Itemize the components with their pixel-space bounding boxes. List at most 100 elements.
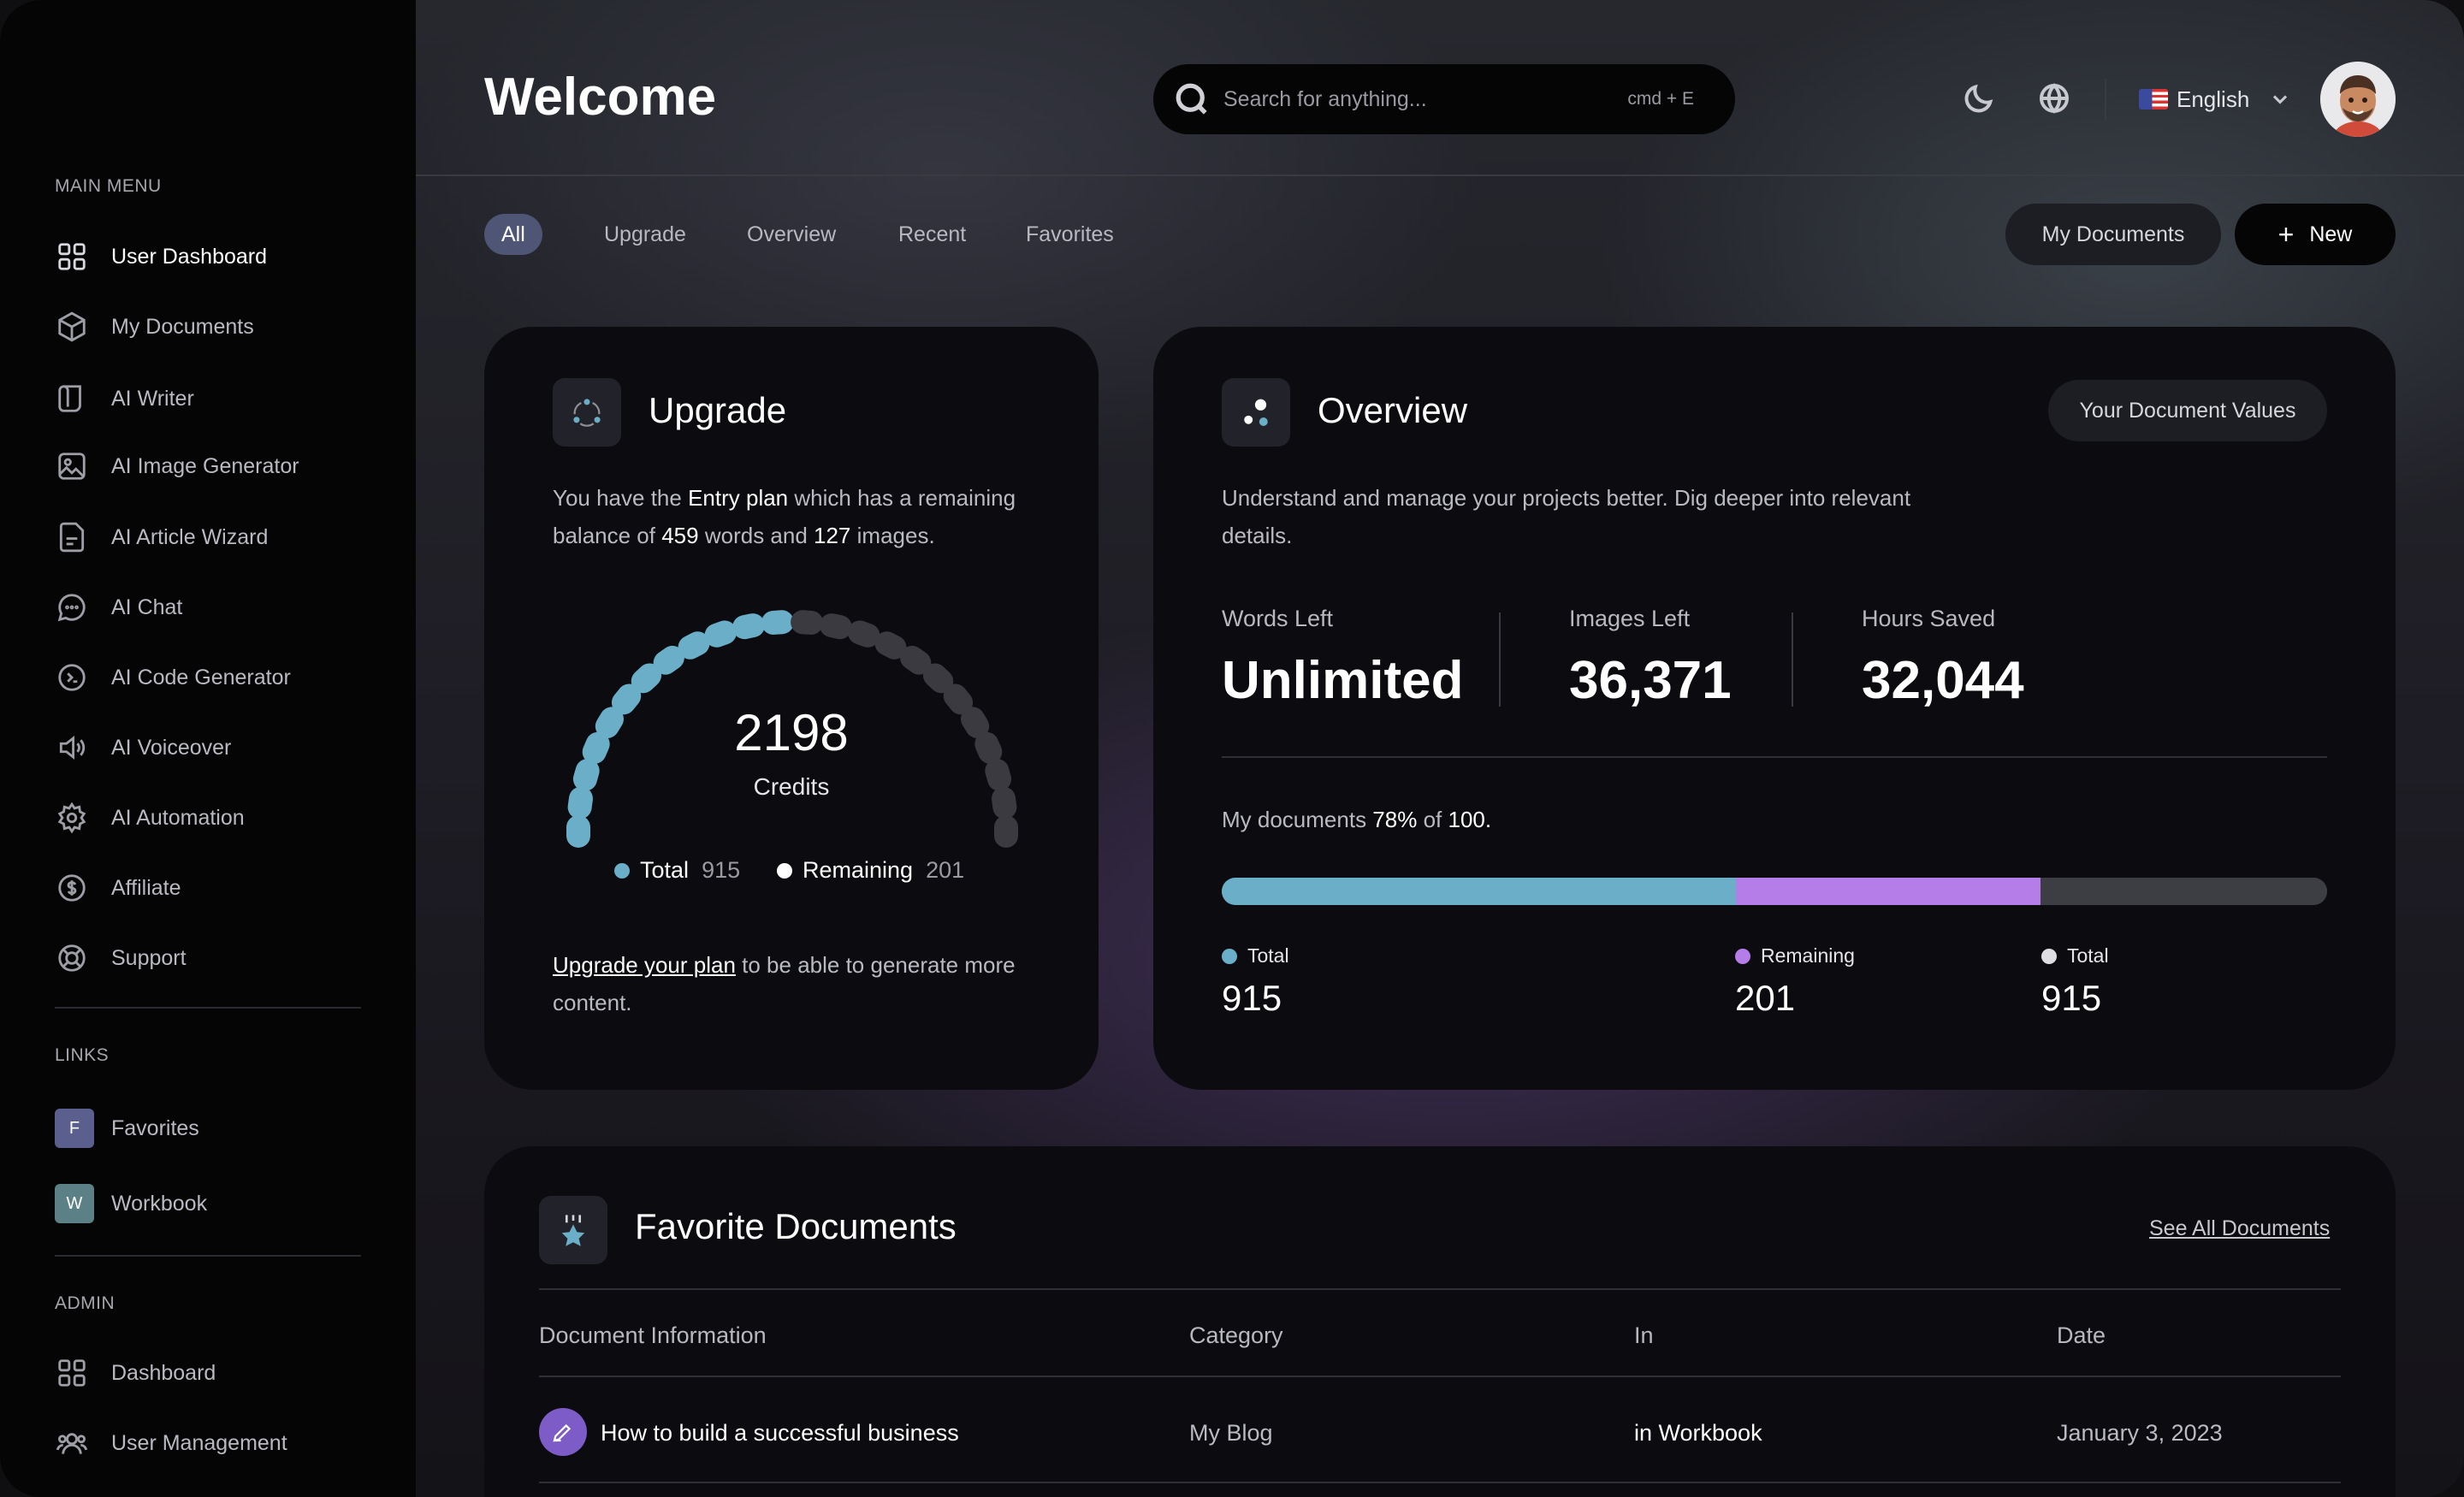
sidebar-item-label: Favorites: [111, 1115, 199, 1140]
column-header-category[interactable]: Category: [1189, 1322, 1283, 1348]
search-input[interactable]: [1223, 86, 1628, 112]
sidebar-item-affiliate[interactable]: Affiliate: [55, 867, 181, 908]
favorite-documents-card: Favorite Documents See All Documents: [484, 1146, 2396, 1497]
new-label: New: [2309, 222, 2353, 246]
award-icon: [561, 1215, 585, 1246]
stat-value-words-left: Unlimited: [1222, 651, 1464, 710]
documents-usage-text: My documents 78% of 100.: [1222, 807, 1492, 832]
row-document-name[interactable]: How to build a successful business: [601, 1420, 959, 1446]
sidebar-link-workbook[interactable]: W Workbook: [55, 1183, 207, 1224]
admin-title: ADMIN: [55, 1293, 116, 1313]
my-documents-label: My Documents: [2041, 222, 2185, 246]
row-in: in Workbook: [1634, 1420, 1762, 1446]
language-selector[interactable]: English: [2139, 80, 2292, 118]
credits-value: 2198: [734, 704, 849, 761]
search-bar[interactable]: cmd + E: [1153, 64, 1735, 134]
overview-divider: [1222, 756, 2327, 758]
stat-value-images-left: 36,371: [1569, 651, 1732, 710]
words-count: 459: [661, 523, 699, 548]
tab-overview[interactable]: Overview: [747, 222, 837, 246]
dots-icon: [1244, 399, 1268, 426]
speaker-icon: [55, 731, 89, 765]
gauge-segment-empty: [820, 613, 852, 640]
writer-icon: [55, 382, 89, 416]
legend-dot: [2041, 948, 2057, 964]
table-header-divider: [539, 1376, 2341, 1377]
users-icon: [55, 1426, 89, 1460]
image-icon: [55, 449, 89, 483]
sidebar-item-ai-chat[interactable]: AI Chat: [55, 587, 182, 628]
column-header-document[interactable]: Document Information: [539, 1322, 767, 1348]
upgrade-title: Upgrade: [649, 390, 787, 430]
see-all-documents-link[interactable]: See All Documents: [2149, 1216, 2331, 1240]
sidebar-item-user-dashboard[interactable]: User Dashboard: [55, 236, 267, 277]
favorites-card-icon-box: [539, 1196, 607, 1264]
grid-icon: [55, 1356, 89, 1390]
sidebar-item-support[interactable]: Support: [55, 938, 187, 979]
tab-recent[interactable]: Recent: [898, 222, 967, 246]
sidebar-item-ai-writer[interactable]: AI Writer: [55, 378, 194, 419]
code-icon: [55, 660, 89, 695]
gear-icon: [55, 801, 89, 835]
sidebar-item-label: Dashboard: [111, 1360, 216, 1385]
table-row-divider: [539, 1482, 2341, 1483]
sidebar-item-ai-code-generator[interactable]: AI Code Generator: [55, 657, 291, 698]
stat-divider: [1792, 612, 1793, 707]
sidebar-item-label: User Dashboard: [111, 244, 268, 269]
globe-button[interactable]: [2035, 79, 2074, 118]
stat-label-hours-saved: Hours Saved: [1862, 606, 1996, 631]
my-documents-button[interactable]: My Documents: [2005, 204, 2221, 265]
sidebar-item-user-management[interactable]: User Management: [55, 1423, 287, 1464]
upgrade-footer: Upgrade your plan to be able to generate…: [553, 952, 1016, 1015]
sidebar-link-favorites[interactable]: F Favorites: [55, 1108, 199, 1149]
nodes-icon: [573, 399, 601, 427]
header-separator: [2105, 79, 2106, 120]
main-menu-title: MAIN MENU: [55, 176, 162, 196]
sidebar: MAIN MENU User Dashboard My Documents AI…: [0, 0, 416, 1497]
document-values-button[interactable]: Your Document Values: [2048, 380, 2327, 441]
column-header-date[interactable]: Date: [2057, 1322, 2106, 1348]
upgrade-description: You have the Entry plan which has a rema…: [553, 485, 1016, 548]
sidebar-item-admin-dashboard[interactable]: Dashboard: [55, 1352, 216, 1393]
legend-dot: [614, 862, 630, 879]
gauge-segment-empty: [992, 786, 1017, 820]
new-button[interactable]: + New: [2235, 204, 2396, 265]
gauge-segment-empty: [791, 610, 824, 635]
dollar-icon: [55, 871, 89, 905]
usage-bar-segment-2: [2040, 878, 2327, 905]
overview-card: Overview Your Document Values Understand…: [1153, 327, 2396, 1090]
upgrade-card: Upgrade You have the Entry plan which ha…: [484, 327, 1099, 1090]
cube-icon: [55, 310, 89, 344]
us-flag-icon: [2139, 89, 2168, 109]
favorites-title: Favorite Documents: [635, 1206, 957, 1246]
chevron-down-icon: [2273, 95, 2288, 104]
tab-favorites[interactable]: Favorites: [1026, 222, 1114, 246]
legend-dot: [777, 862, 792, 879]
sidebar-item-my-documents[interactable]: My Documents: [55, 306, 254, 347]
gauge-segment-filled: [567, 786, 593, 820]
usage-bar-segment-1: [1735, 878, 2041, 905]
column-header-in[interactable]: In: [1634, 1322, 1654, 1348]
upgrade-plan-link[interactable]: Upgrade your plan: [553, 952, 736, 978]
stat-value-hours-saved: 32,044: [1862, 651, 2024, 710]
tab-upgrade[interactable]: Upgrade: [604, 222, 686, 246]
gauge-segment-filled: [732, 613, 765, 640]
sidebar-item-label: My Documents: [111, 314, 254, 339]
sidebar-item-label: Support: [111, 945, 187, 970]
tab-all[interactable]: All: [484, 214, 542, 255]
sidebar-item-ai-image-generator[interactable]: AI Image Generator: [55, 446, 299, 487]
sidebar-item-ai-voiceover[interactable]: AI Voiceover: [55, 727, 231, 768]
avatar[interactable]: [2320, 62, 2396, 137]
gauge-segment-empty: [994, 815, 1018, 848]
gauge-segment-empty: [974, 731, 1003, 764]
images-count: 127: [814, 523, 851, 548]
language-label: English: [2177, 86, 2250, 112]
sidebar-item-ai-automation[interactable]: AI Automation: [55, 797, 245, 838]
gauge-segment-empty: [922, 663, 954, 694]
page-title: Welcome: [484, 68, 717, 127]
credits-label: Credits: [753, 773, 830, 800]
dark-mode-toggle[interactable]: [1959, 79, 1999, 118]
gauge-segment-empty: [874, 631, 907, 660]
sidebar-item-ai-article-wizard[interactable]: AI Article Wizard: [55, 517, 268, 558]
chat-icon: [55, 590, 89, 624]
